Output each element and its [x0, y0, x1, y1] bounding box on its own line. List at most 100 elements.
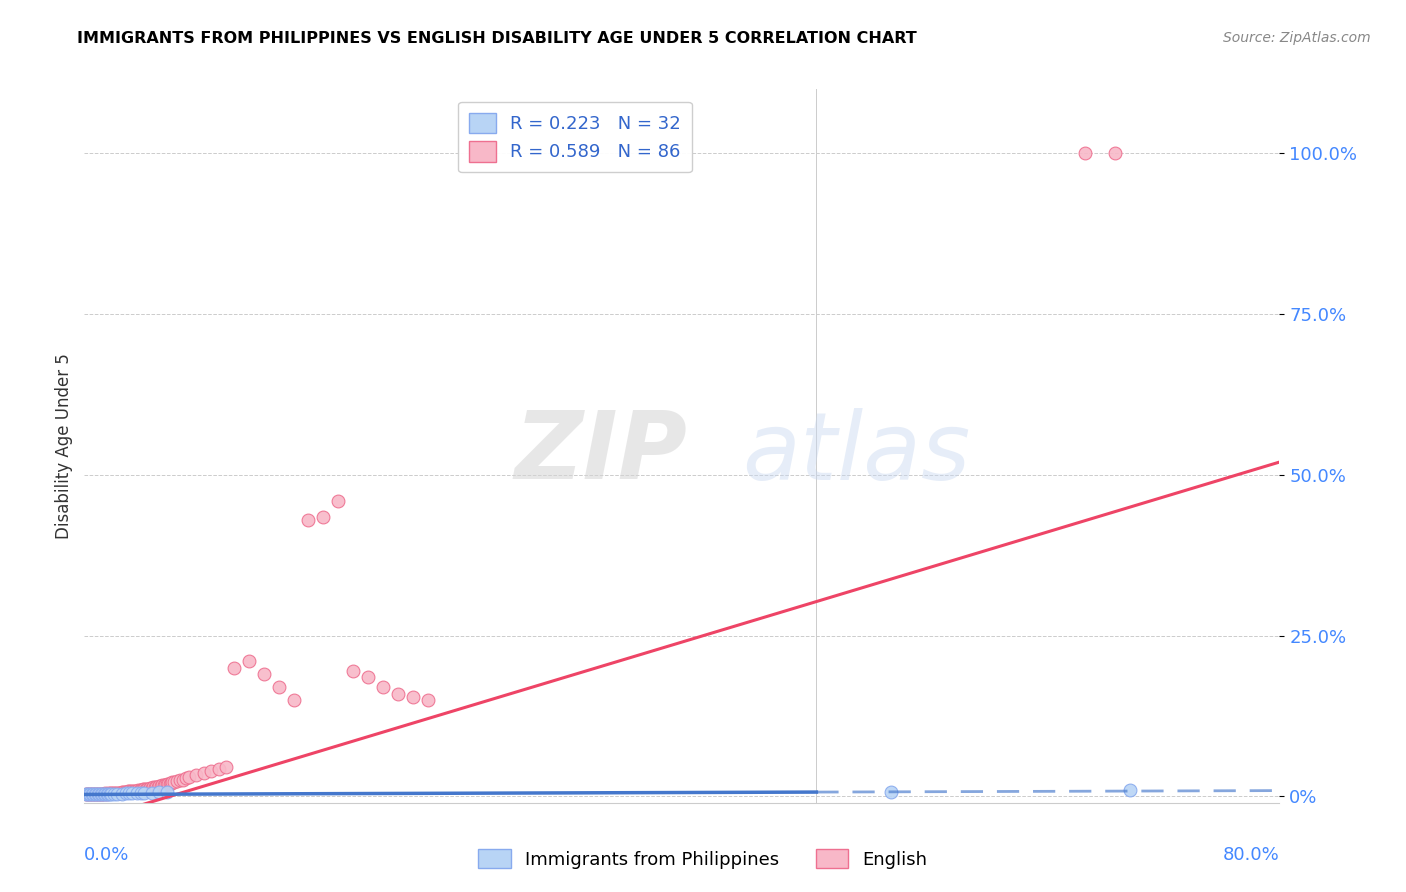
- Point: [880, 785, 903, 799]
- Point: [283, 693, 305, 707]
- Point: [136, 781, 159, 796]
- Legend: Immigrants from Philippines, English: Immigrants from Philippines, English: [471, 842, 935, 876]
- Point: [208, 763, 231, 777]
- Point: [193, 766, 215, 780]
- Point: [152, 779, 174, 793]
- Point: [105, 785, 128, 799]
- Point: [416, 693, 439, 707]
- Point: [89, 788, 111, 802]
- Point: [103, 785, 125, 799]
- Point: [135, 782, 157, 797]
- Point: [174, 772, 197, 786]
- Point: [79, 787, 101, 801]
- Point: [98, 787, 121, 801]
- Point: [94, 788, 117, 802]
- Point: [98, 786, 121, 800]
- Point: [117, 784, 139, 798]
- Point: [155, 777, 177, 791]
- Point: [83, 787, 105, 801]
- Point: [82, 787, 104, 801]
- Point: [145, 780, 167, 794]
- Point: [111, 785, 134, 799]
- Point: [141, 785, 163, 799]
- Point: [1074, 146, 1097, 161]
- Point: [115, 786, 138, 800]
- Point: [215, 760, 238, 774]
- Point: [163, 774, 186, 789]
- Point: [172, 772, 194, 787]
- Point: [118, 786, 141, 800]
- Point: [200, 764, 222, 779]
- Point: [1104, 146, 1126, 161]
- Point: [86, 787, 108, 801]
- Point: [86, 788, 108, 802]
- Point: [124, 783, 146, 797]
- Point: [105, 787, 128, 801]
- Point: [80, 788, 103, 802]
- Point: [125, 786, 148, 800]
- Point: [122, 783, 145, 797]
- Point: [77, 787, 100, 801]
- Legend: R = 0.223   N = 32, R = 0.589   N = 86: R = 0.223 N = 32, R = 0.589 N = 86: [458, 102, 692, 172]
- Point: [186, 768, 208, 782]
- Point: [114, 785, 136, 799]
- Point: [96, 787, 118, 801]
- Point: [342, 664, 364, 678]
- Point: [238, 654, 260, 668]
- Text: Source: ZipAtlas.com: Source: ZipAtlas.com: [1223, 31, 1371, 45]
- Point: [143, 780, 166, 795]
- Text: ZIP: ZIP: [515, 407, 688, 500]
- Point: [97, 786, 120, 800]
- Point: [76, 787, 98, 801]
- Point: [138, 781, 160, 796]
- Point: [129, 785, 152, 799]
- Point: [83, 788, 105, 802]
- Point: [146, 780, 169, 794]
- Point: [132, 782, 156, 797]
- Point: [312, 509, 335, 524]
- Point: [153, 778, 176, 792]
- Point: [89, 787, 111, 801]
- Point: [297, 513, 319, 527]
- Point: [125, 783, 148, 797]
- Point: [132, 785, 156, 799]
- Point: [101, 786, 124, 800]
- Point: [93, 787, 115, 801]
- Point: [157, 776, 180, 790]
- Point: [100, 788, 122, 802]
- Point: [166, 773, 188, 788]
- Point: [110, 785, 132, 799]
- Point: [118, 784, 141, 798]
- Point: [129, 783, 152, 797]
- Point: [222, 661, 245, 675]
- Point: [112, 785, 135, 799]
- Point: [162, 775, 184, 789]
- Point: [148, 785, 170, 799]
- Point: [91, 787, 114, 801]
- Point: [141, 780, 163, 795]
- Point: [76, 788, 98, 802]
- Point: [139, 780, 162, 795]
- Point: [93, 787, 115, 801]
- Point: [128, 783, 150, 797]
- Point: [107, 785, 129, 799]
- Point: [121, 786, 143, 800]
- Point: [96, 787, 118, 801]
- Point: [328, 493, 350, 508]
- Point: [75, 788, 97, 802]
- Point: [142, 780, 165, 795]
- Point: [150, 779, 173, 793]
- Point: [82, 788, 104, 802]
- Point: [267, 680, 290, 694]
- Point: [75, 788, 97, 802]
- Y-axis label: Disability Age Under 5: Disability Age Under 5: [55, 353, 73, 539]
- Point: [120, 784, 142, 798]
- Point: [357, 670, 380, 684]
- Text: 80.0%: 80.0%: [1223, 846, 1279, 863]
- Point: [177, 770, 200, 784]
- Point: [121, 784, 143, 798]
- Point: [79, 788, 101, 802]
- Point: [373, 680, 395, 694]
- Point: [100, 786, 122, 800]
- Point: [91, 788, 114, 802]
